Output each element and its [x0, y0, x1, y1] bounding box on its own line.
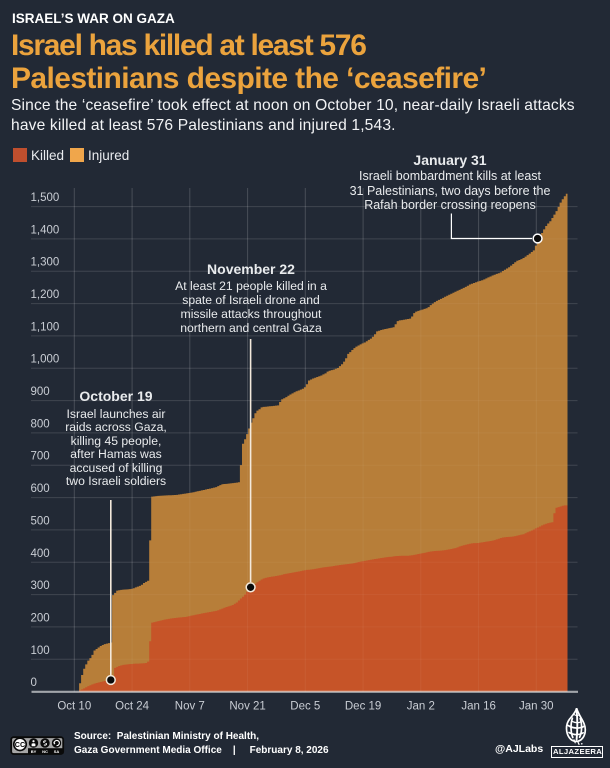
svg-text:BY: BY [31, 749, 37, 754]
svg-text:300: 300 [31, 580, 50, 592]
svg-text:Jan 30: Jan 30 [519, 701, 554, 713]
svg-text:700: 700 [31, 451, 50, 463]
svg-text:1,200: 1,200 [31, 289, 60, 301]
svg-text:600: 600 [31, 483, 50, 495]
svg-text:200: 200 [31, 612, 50, 624]
svg-text:SA: SA [54, 749, 60, 754]
svg-text:Jan 16: Jan 16 [461, 701, 496, 713]
svg-text:CC: CC [15, 740, 25, 749]
svg-text:500: 500 [31, 515, 50, 527]
svg-text:400: 400 [31, 548, 50, 560]
svg-text:900: 900 [31, 386, 50, 398]
svg-text:Nov 21: Nov 21 [229, 701, 265, 713]
svg-text:1,500: 1,500 [31, 192, 60, 204]
svg-text:1,400: 1,400 [31, 224, 60, 236]
svg-text:Jan 2: Jan 2 [407, 701, 435, 713]
svg-text:Dec 19: Dec 19 [345, 701, 381, 713]
svg-text:Nov 7: Nov 7 [175, 701, 205, 713]
svg-text:0: 0 [31, 677, 37, 689]
svg-text:1,300: 1,300 [31, 257, 60, 269]
svg-text:Dec 5: Dec 5 [290, 701, 320, 713]
svg-text:1,100: 1,100 [31, 321, 60, 333]
svg-text:NC: NC [42, 749, 48, 754]
svg-text:Oct 10: Oct 10 [57, 701, 91, 713]
svg-text:100: 100 [31, 645, 50, 657]
svg-text:1,000: 1,000 [31, 354, 60, 366]
svg-text:Oct 24: Oct 24 [115, 701, 149, 713]
svg-text:800: 800 [31, 418, 50, 430]
